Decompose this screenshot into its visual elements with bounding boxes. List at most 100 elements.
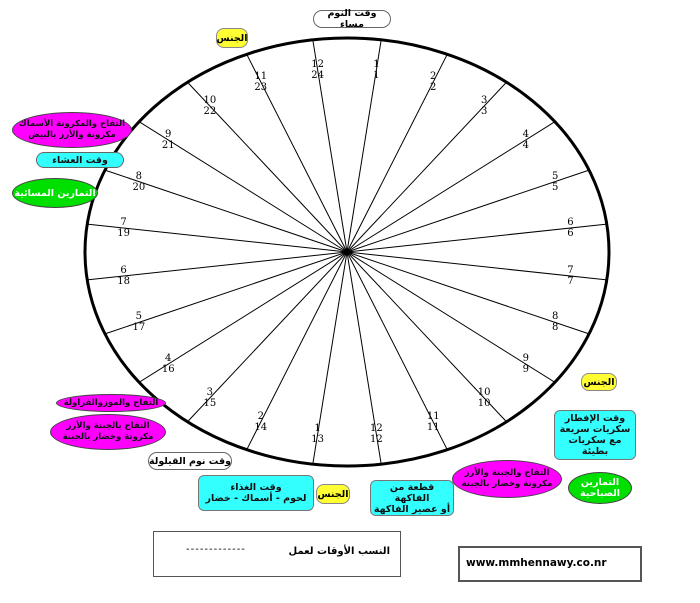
hour-label-left: 8 20 <box>127 171 151 193</box>
clock-spoke <box>138 251 348 383</box>
hour-label-top: 3 <box>480 94 488 106</box>
hour-label-left: 2 14 <box>249 411 273 433</box>
clock-spoke <box>187 81 348 253</box>
snack-top-left-text: التفاح والمكرونة الأسماك مكرونة والأرز ب… <box>18 119 126 140</box>
page-title: وقت النوم مساء <box>327 8 377 30</box>
breakfast-box: وقت الإفطار سكريات سريعة مع سكريات بطيئة <box>554 410 636 460</box>
fruit-text: قطعة من الفاكهة أو عصير الفاكهة <box>373 481 451 515</box>
hour-label-top: 9 <box>165 128 172 140</box>
hour-label-bottom: 13 <box>311 434 324 446</box>
hour-label-left: 10 22 <box>198 95 222 117</box>
hour-label-top: 5 <box>135 311 143 323</box>
hour-label-top: 11 <box>254 70 268 82</box>
hour-label-left: 11 23 <box>249 71 273 93</box>
hour-label-bottom: 6 <box>567 227 574 239</box>
legend-line: ------------- <box>186 544 246 555</box>
snack-lower-left-a-text: التفاح والموزوالفراولة <box>63 397 159 408</box>
hour-label-top: 2 <box>257 411 264 423</box>
hour-label-top: 7 <box>567 265 574 277</box>
clock-spoke <box>346 251 382 465</box>
clock-spoke <box>187 251 348 423</box>
hour-label-top: 3 <box>206 387 214 398</box>
sex-label-top-text: الجنس <box>216 32 248 44</box>
hour-label-bottom: 4 <box>522 139 529 151</box>
website-link[interactable]: www.mmhennawy.co.nr <box>466 557 607 569</box>
legend-box: ------------- النسب الأوقات لعمل <box>153 531 401 577</box>
hour-label-top: 6 <box>120 265 127 277</box>
hour-label-left: 4 16 <box>156 353 180 375</box>
clock-spoke <box>104 169 348 253</box>
hour-label-bottom: 5 <box>551 181 559 193</box>
morning-exercise-oval: التمارين الصباحية <box>568 472 632 504</box>
sex-label-bottom: الجنس <box>316 484 350 504</box>
hour-label-right: 10 10 <box>472 387 496 409</box>
hour-label-right: 11 11 <box>421 411 445 433</box>
morning-exercise-text: التمارين الصباحية <box>579 477 621 499</box>
clock-spoke <box>346 251 448 450</box>
clock-spoke <box>346 251 607 281</box>
hour-label-top: 9 <box>522 353 529 365</box>
nap-time-pill: وقت نوم القيلولة <box>148 452 232 470</box>
clock-spoke <box>346 39 382 253</box>
dinner-pill: وقت العشاء <box>36 152 124 168</box>
snack-oval-right: التفاح والجبنة والأرز مكرونة وخضار بالجب… <box>452 460 562 498</box>
snack-oval-top-left: التفاح والمكرونة الأسماك مكرونة والأرز ب… <box>12 112 132 148</box>
hour-label-top: 2 <box>430 70 437 82</box>
hour-label-left: 6 18 <box>112 265 136 287</box>
hour-label-top: 5 <box>551 170 559 182</box>
hour-label-top: 6 <box>567 216 574 228</box>
evening-exercise-oval: التمارين المسائية <box>12 178 98 208</box>
hour-label-top: 1 <box>373 58 380 70</box>
hour-label-left: 3 15 <box>198 387 222 409</box>
hour-label-left: 1 13 <box>306 423 330 445</box>
hour-label-bottom: 15 <box>203 398 217 409</box>
hour-label-top: 12 <box>370 423 383 435</box>
hour-label-left: 5 17 <box>127 311 151 333</box>
hour-label-bottom: 12 <box>370 434 383 446</box>
snack-lower-left-b-text: التفاح بالجبنة والأرز مكرونة وخضار بالجب… <box>62 421 154 442</box>
hour-label-bottom: 22 <box>203 105 217 117</box>
evening-exercise-text: التمارين المسائية <box>14 187 96 199</box>
snack-oval-lower-left-a: التفاح والموزوالفراولة <box>56 394 166 412</box>
clock-spoke <box>246 251 348 450</box>
breakfast-text: وقت الإفطار سكريات سريعة مع سكريات بطيئة <box>559 413 631 457</box>
hour-label-bottom: 17 <box>132 322 146 334</box>
hour-label-bottom: 1 <box>373 69 380 81</box>
sex-label-top: الجنس <box>216 28 248 48</box>
snack-oval-lower-left-b: التفاح بالجبنة والأرز مكرونة وخضار بالجب… <box>50 414 166 450</box>
clock-spoke <box>346 121 556 253</box>
hour-label-bottom: 11 <box>426 422 440 434</box>
sex-label-bottom-text: الجنس <box>317 488 349 500</box>
lunch-text: وقت الغذاء لحوم - أسماك - خضار <box>205 482 307 504</box>
clock-spoke <box>87 251 348 281</box>
hour-label-bottom: 16 <box>161 364 175 376</box>
clock-spoke <box>246 54 348 253</box>
lunch-box: وقت الغذاء لحوم - أسماك - خضار <box>198 475 314 511</box>
hour-label-bottom: 10 <box>477 398 491 409</box>
hour-label-top: 4 <box>522 128 529 140</box>
hour-label-top: 8 <box>551 311 559 323</box>
hour-label-bottom: 8 <box>551 322 559 334</box>
hour-label-bottom: 18 <box>117 276 130 288</box>
clock-spoke <box>346 251 507 423</box>
fruit-box: قطعة من الفاكهة أو عصير الفاكهة <box>370 480 454 516</box>
hour-label-top: 1 <box>314 423 321 435</box>
hour-label-bottom: 21 <box>161 139 175 151</box>
hour-label-top: 10 <box>477 387 491 398</box>
clock-spoke <box>346 54 448 253</box>
hour-label-top: 10 <box>203 94 217 106</box>
hour-label-top: 11 <box>426 411 440 423</box>
clock-spoke <box>312 39 348 253</box>
clock-spoke <box>346 223 607 253</box>
clock-spoke <box>104 251 348 335</box>
hour-label-bottom: 3 <box>480 105 488 117</box>
